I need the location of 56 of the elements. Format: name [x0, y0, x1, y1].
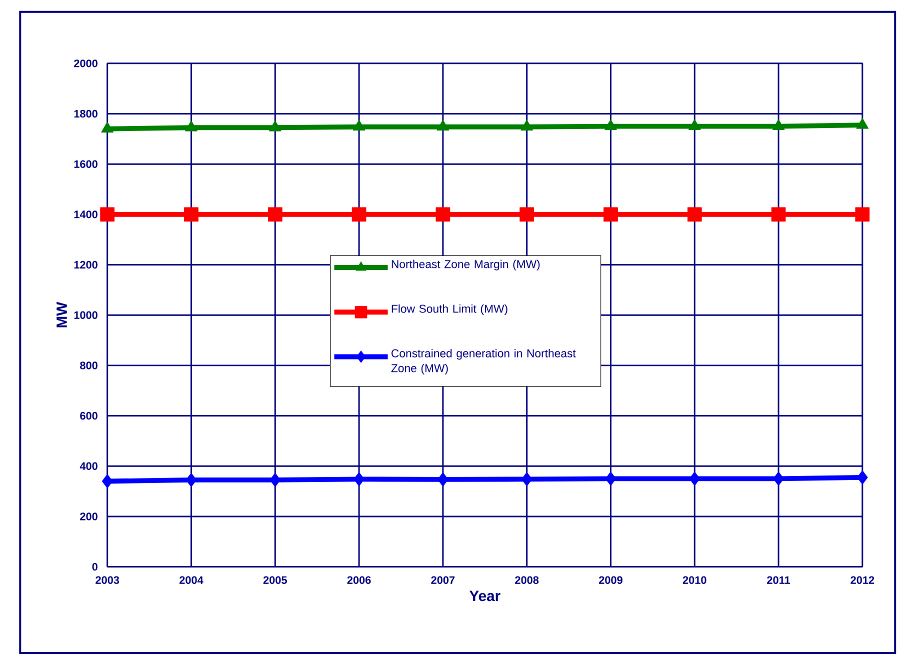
y-tick-label: 2000	[74, 60, 98, 68]
y-tick-label: 200	[80, 512, 98, 520]
x-tick-label: 2012	[850, 576, 874, 584]
point	[604, 119, 617, 130]
point	[352, 207, 366, 222]
legend-label: Northeast Zone Margin (MW)	[392, 260, 540, 270]
point	[268, 120, 282, 132]
point	[520, 120, 534, 131]
point	[521, 472, 532, 486]
x-tick-label: 2008	[515, 576, 539, 584]
x-tick-label: 2006	[347, 576, 371, 584]
y-tick-label: 1200	[74, 260, 98, 269]
point	[773, 472, 784, 486]
x-tick-label: 2003	[96, 576, 120, 584]
point	[102, 474, 113, 488]
point	[184, 207, 198, 222]
point	[855, 207, 870, 222]
point	[352, 120, 366, 131]
y-tick-label: 0	[92, 562, 98, 571]
point	[520, 207, 534, 222]
y-tick-label: 1600	[74, 160, 98, 168]
point	[100, 207, 115, 222]
point	[604, 207, 618, 222]
y-tick-label: 600	[80, 412, 98, 420]
point	[184, 120, 198, 132]
x-tick-label: 2011	[767, 576, 790, 584]
legend-label: Constrained generation in Northeast Zone (MW)	[391, 349, 576, 374]
point	[437, 472, 448, 487]
point	[268, 207, 282, 222]
point	[688, 119, 701, 130]
point	[354, 472, 364, 486]
point	[270, 472, 281, 488]
y-tick-label: 1800	[74, 110, 98, 118]
x-tick-label: 2004	[179, 576, 204, 584]
point	[687, 207, 702, 222]
x-tick-label: 2007	[431, 576, 455, 584]
point	[101, 122, 114, 133]
point	[605, 472, 616, 486]
y-tick-label: 400	[80, 462, 98, 470]
x-tick-label: 2010	[682, 576, 706, 584]
y-tick-label: 1400	[74, 210, 98, 218]
x-tick-label: 2009	[598, 576, 622, 584]
y-axis-title: MW	[56, 302, 67, 328]
point	[436, 207, 450, 222]
x-tick-label: 2005	[263, 576, 287, 584]
point	[856, 118, 869, 129]
point	[772, 119, 785, 130]
y-tick-label: 800	[80, 362, 98, 370]
point	[186, 472, 197, 488]
point	[689, 472, 700, 486]
point	[771, 207, 786, 222]
legend-label: Flow South Limit (MW)	[392, 304, 508, 316]
x-axis-title: Year	[469, 590, 500, 602]
point	[856, 470, 868, 485]
point	[436, 120, 450, 131]
y-tick-label: 1000	[74, 311, 98, 319]
